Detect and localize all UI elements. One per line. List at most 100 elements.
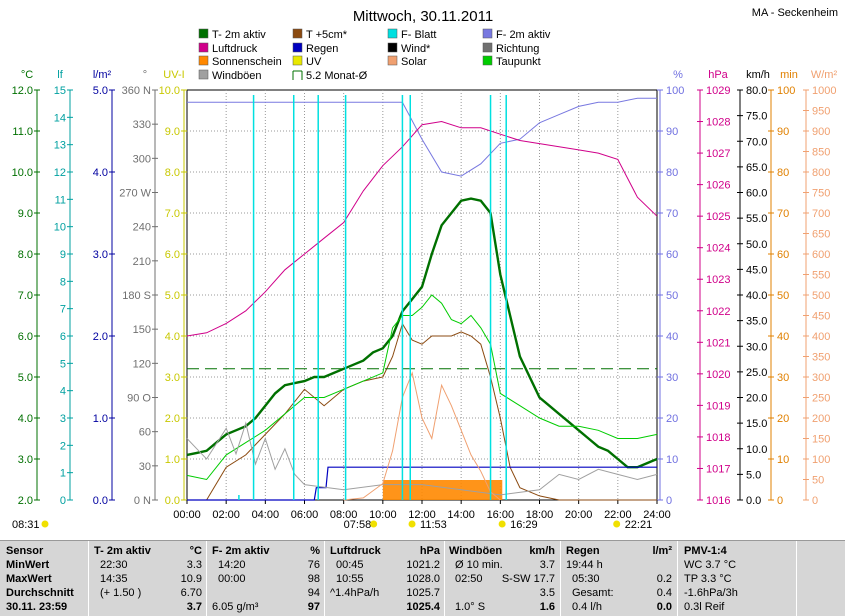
axis-tick-label: 1.0 [93, 413, 108, 425]
legend-swatch [292, 55, 303, 66]
series-windb-en [186, 421, 658, 496]
axis-tick-label: 0 [60, 495, 66, 507]
x-tick-label: 04:00 [252, 509, 280, 521]
x-tick-label: 06:00 [291, 509, 319, 521]
table-unit-t2m: °C [189, 545, 202, 557]
series-luftdruck [186, 120, 658, 337]
series-taupunkt [186, 294, 658, 481]
axis-tick-label: 2 [60, 440, 66, 452]
axis-tick-label: 13 [54, 140, 66, 152]
axis-tick-label: 1027 [706, 148, 730, 160]
luft-avg-val: 1025.7 [406, 587, 440, 599]
axis-tick-label: 6.0 [165, 249, 180, 261]
axis-tick-label: 9.0 [18, 208, 33, 220]
axis-tick-label: 450 [812, 311, 830, 323]
legend-label: F- 2m aktiv [496, 29, 551, 41]
legend-label: 5.2 Monat-Ø [306, 70, 368, 82]
series-regen [187, 466, 657, 501]
axis-tick-label: 3.0 [165, 372, 180, 384]
axis-tick-label: 1016 [706, 495, 730, 507]
t2m-max-val: 10.9 [180, 573, 202, 585]
sun-time-label: 08:31 [12, 519, 40, 531]
luft-max-time: 10:55 [336, 573, 364, 585]
axis-tick-label: 10 [54, 222, 66, 234]
f2m-current-val: 97 [307, 601, 320, 613]
series-t-5cm- [187, 322, 657, 501]
series-f-2m-aktiv [187, 97, 657, 177]
wind-max-time: 02:50 [455, 573, 483, 585]
axis-tick-label: 30 [777, 372, 789, 384]
axis-tick-label: 25.0 [746, 367, 767, 379]
axis-tick-label: 20.0 [746, 393, 767, 405]
wind-avg-label: Ø 10 min. [455, 559, 503, 571]
axis-unit: lf [57, 69, 63, 81]
x-tick-label: 18:00 [526, 509, 554, 521]
regen-duration: 19:44 h [566, 559, 603, 571]
table-label-min: MinWert [6, 559, 50, 571]
axis-tick-label: 8 [60, 276, 66, 288]
axis-tick-label: 7 [60, 304, 66, 316]
table-col-sensor: Sensor MinWert MaxWert Durchschnitt 30.1… [6, 541, 88, 616]
legend-swatch [198, 28, 209, 39]
axis-tick-label: 1028 [706, 117, 730, 129]
wind-current-dir: 1.0° S [455, 601, 486, 613]
legend-swatch [292, 28, 303, 39]
sun-marker [613, 520, 621, 528]
axis-tick-label: 300 [133, 153, 151, 165]
axis-tick-label: 750 [812, 188, 830, 200]
axis-tick-label: 40 [666, 331, 678, 343]
axis-tick-label: 500 [812, 290, 830, 302]
axis-tick-label: 1021 [706, 337, 730, 349]
axis-tick-label: 50.0 [746, 239, 767, 251]
table-unit-f2m: % [310, 545, 320, 557]
x-tick-label: 24:00 [643, 509, 671, 521]
sun-time-label: 07:58 [344, 519, 372, 531]
axis-tick-label: 70 [777, 208, 789, 220]
legend-swatch [482, 55, 493, 66]
axis-tick-label: 70 [666, 208, 678, 220]
axis-tick-label: 15.0 [746, 418, 767, 430]
axis-tick-label: 3 [60, 413, 66, 425]
axis-tick-label: 2.0 [165, 413, 180, 425]
axis-tick-label: 11.0 [12, 126, 33, 138]
axis-tick-label: 20 [777, 413, 789, 425]
axis-tick-label: 4.0 [18, 413, 33, 425]
axis-tick-label: 1017 [706, 463, 730, 475]
sun-time-label: 16:29 [510, 519, 538, 531]
axis-tick-label: 2.0 [18, 495, 33, 507]
table-col-regen: Regen l/m² 19:44 h 05:30 0.2 Gesamt: 0.4 0.… [566, 541, 672, 616]
axis-tick-label: 1022 [706, 306, 730, 318]
table-label-max: MaxWert [6, 573, 52, 585]
axis-tick-label: 30.0 [746, 341, 767, 353]
axis-tick-label: 60.0 [746, 188, 767, 200]
summary-table: Sensor MinWert MaxWert Durchschnitt 30.1… [0, 540, 845, 616]
luft-min-time: 00:45 [336, 559, 364, 571]
axis-tick-label: 8.0 [165, 167, 180, 179]
axis-unit: UV-I [163, 69, 184, 81]
axis-tick-label: 850 [812, 147, 830, 159]
table-unit-luftdruck: hPa [419, 545, 440, 557]
legend-label: Windböen [212, 70, 262, 82]
axis-tick-label: 50 [777, 290, 789, 302]
axis-tick-label: 40 [777, 331, 789, 343]
axis-tick-label: 45.0 [746, 264, 767, 276]
pmv-pressure-trend: -1.6hPa/3h [684, 587, 738, 599]
x-tick-label: 02:00 [212, 509, 240, 521]
axis-tick-label: 330 [133, 119, 151, 131]
axis-tick-label: 150 [812, 434, 830, 446]
regen-rate: 0.4 l/h [572, 601, 602, 613]
axis-tick-label: 50 [812, 475, 824, 487]
axis-tick-label: 10.0 [159, 85, 180, 97]
axis-tick-label: 90 [666, 126, 678, 138]
f2m-current-note: 6.05 g/m³ [212, 601, 259, 613]
x-tick-label: 10:00 [369, 509, 397, 521]
axis-tick-label: 4 [60, 386, 66, 398]
legend-label: UV [306, 56, 322, 68]
axis-tick-label: 30 [666, 372, 678, 384]
axis-tick-label: 150 [133, 324, 151, 336]
wind-max-val: S-SW 17.7 [501, 573, 555, 585]
table-header-luftdruck: Luftdruck [330, 545, 381, 557]
regen-total-label: Gesamt: [572, 587, 614, 599]
x-tick-label: 20:00 [565, 509, 593, 521]
f2m-avg-val: 94 [307, 587, 320, 599]
